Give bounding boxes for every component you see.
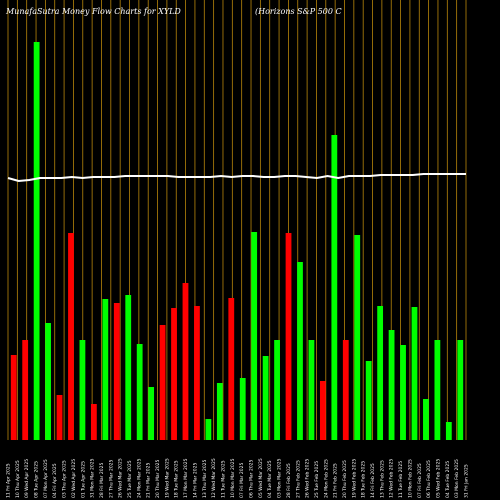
x-tick-label: 02 Wed Apr 2025	[71, 459, 77, 498]
x-tick-labels: 11 Fri Apr 2025 10 Thu Apr 2025 09 Wed Apr…	[6, 458, 470, 498]
x-tick-label: 24 Mon Feb 2025	[323, 459, 329, 498]
money-flow-bar	[354, 235, 361, 440]
chart-subtitle: (Horizons S&P 500 C	[255, 7, 342, 16]
money-flow-bar	[10, 355, 17, 440]
x-tick-label: 12 Wed Mar 2025	[211, 458, 217, 498]
x-tick-label: 25 Tue Mar 2025	[127, 460, 133, 498]
x-tick-label: 04 Fri Apr 2025	[52, 463, 58, 498]
money-flow-bar	[388, 330, 395, 440]
x-tick-label: 14 Fri Mar 2025	[192, 463, 198, 498]
money-flow-bar	[411, 307, 418, 440]
money-flow-bar	[342, 340, 349, 440]
x-tick-label: 06 Thu Feb 2025	[426, 460, 432, 498]
x-tick-label: 24 Mon Mar 2025	[136, 458, 142, 498]
money-flow-bar	[251, 232, 258, 440]
price-line-series	[7, 173, 466, 183]
money-flow-bar	[377, 306, 384, 440]
money-flow-bar	[434, 340, 441, 440]
x-tick-label: 17 Mon Mar 2025	[183, 458, 189, 498]
money-flow-bar	[285, 233, 292, 440]
money-flow-bar	[262, 356, 269, 440]
money-flow-bar	[171, 308, 177, 440]
x-tick-label: 04 Tue Feb 2025	[445, 461, 451, 498]
x-tick-label: 07 Fri Mar 2025	[239, 463, 245, 498]
price-line	[7, 173, 466, 183]
money-flow-bar	[33, 42, 40, 440]
money-flow-bar	[400, 345, 406, 440]
x-tick-label: 31 Mon Mar 2025	[90, 458, 96, 498]
x-tick-label: 07 Fri Feb 2025	[417, 463, 423, 498]
x-tick-label: 19 Wed Mar 2025	[164, 458, 170, 498]
money-flow-bar	[159, 325, 166, 440]
x-tick-label: 28 Fri Feb 2025	[286, 463, 292, 498]
x-tick-label: 27 Thu Feb 2025	[295, 460, 301, 498]
money-flow-bar	[79, 340, 86, 440]
x-tick-label: 03 Thu Apr 2025	[62, 460, 68, 498]
x-tick-label: 13 Thu Feb 2025	[379, 460, 385, 498]
money-flow-bar	[113, 303, 120, 440]
x-tick-label: 10 Mon Feb 2025	[407, 459, 413, 498]
x-tick-label: 05 Wed Feb 2025	[435, 459, 441, 498]
x-tick-label: 07 Mon Apr 2025	[43, 459, 49, 498]
money-flow-bar	[365, 361, 372, 440]
x-tick-label: 31 Fri Jan 2025	[464, 464, 470, 498]
x-tick-label: 11 Fri Apr 2025	[6, 463, 12, 498]
x-tick-label: 28 Fri Mar 2025	[99, 463, 105, 498]
money-flow-bar	[45, 323, 51, 440]
x-tick-label: 11 Tue Mar 2025	[220, 460, 226, 498]
money-flow-bar	[102, 299, 109, 440]
x-tick-label: 18 Tue Mar 2025	[174, 460, 180, 498]
bar-series	[10, 42, 464, 440]
money-flow-bar	[216, 383, 223, 440]
x-tick-label: 03 Mon Mar 2025	[277, 458, 283, 498]
x-tick-label: 03 Mon Feb 2025	[454, 459, 460, 498]
money-flow-bar	[274, 340, 280, 440]
x-tick-label: 01 Tue Apr 2025	[80, 461, 86, 498]
money-flow-bar	[22, 340, 29, 440]
money-flow-bar	[423, 399, 429, 440]
x-tick-label: 13 Thu Mar 2025	[202, 459, 208, 498]
money-flow-bar	[308, 340, 315, 440]
x-tick-label: 26 Wed Mar 2025	[118, 458, 124, 498]
money-flow-bar	[228, 298, 235, 440]
x-tick-label: 10 Thu Apr 2025	[15, 460, 21, 498]
money-flow-bar	[239, 378, 246, 440]
x-tick-label: 12 Wed Feb 2025	[389, 459, 395, 498]
x-tick-label: 06 Thu Mar 2025	[249, 459, 255, 498]
money-flow-bar	[148, 387, 155, 440]
money-flow-bar	[182, 283, 189, 440]
x-tick-label: 05 Wed Mar 2025	[258, 458, 264, 498]
x-tick-label: 19 Wed Feb 2025	[351, 459, 357, 498]
x-tick-label: 14 Fri Feb 2025	[370, 463, 376, 498]
money-flow-bar	[68, 233, 74, 440]
x-tick-label: 11 Tue Feb 2025	[398, 461, 404, 498]
x-tick-label: 25 Tue Feb 2025	[314, 461, 320, 498]
money-flow-bar	[445, 422, 452, 440]
money-flow-bar	[205, 419, 212, 440]
x-tick-label: 04 Tue Mar 2025	[267, 460, 273, 498]
money-flow-bar	[331, 135, 338, 440]
x-tick-label: 08 Tue Apr 2025	[34, 461, 40, 498]
x-tick-label: 20 Thu Feb 2025	[342, 460, 348, 498]
x-tick-label: 20 Thu Mar 2025	[155, 459, 161, 498]
money-flow-bar	[125, 295, 132, 440]
money-flow-bar	[457, 340, 464, 440]
x-tick-label: 21 Fri Mar 2025	[146, 463, 152, 498]
money-flow-bar	[90, 404, 97, 440]
money-flow-bar	[297, 262, 303, 440]
money-flow-bar	[194, 306, 200, 440]
chart-title: MunafaSutra Money Flow Charts for XYLD	[5, 7, 181, 16]
x-tick-label: 10 Mon Mar 2025	[230, 458, 236, 498]
x-tick-label: 21 Fri Feb 2025	[333, 463, 339, 498]
money-flow-bar	[56, 395, 63, 440]
x-tick-label: 26 Wed Feb 2025	[305, 459, 311, 498]
x-tick-label: 18 Tue Feb 2025	[361, 461, 367, 498]
money-flow-bar	[319, 381, 326, 440]
x-tick-label: 09 Wed Apr 2025	[24, 459, 30, 498]
money-flow-bar	[136, 344, 143, 440]
x-tick-label: 27 Thu Mar 2025	[108, 459, 114, 498]
